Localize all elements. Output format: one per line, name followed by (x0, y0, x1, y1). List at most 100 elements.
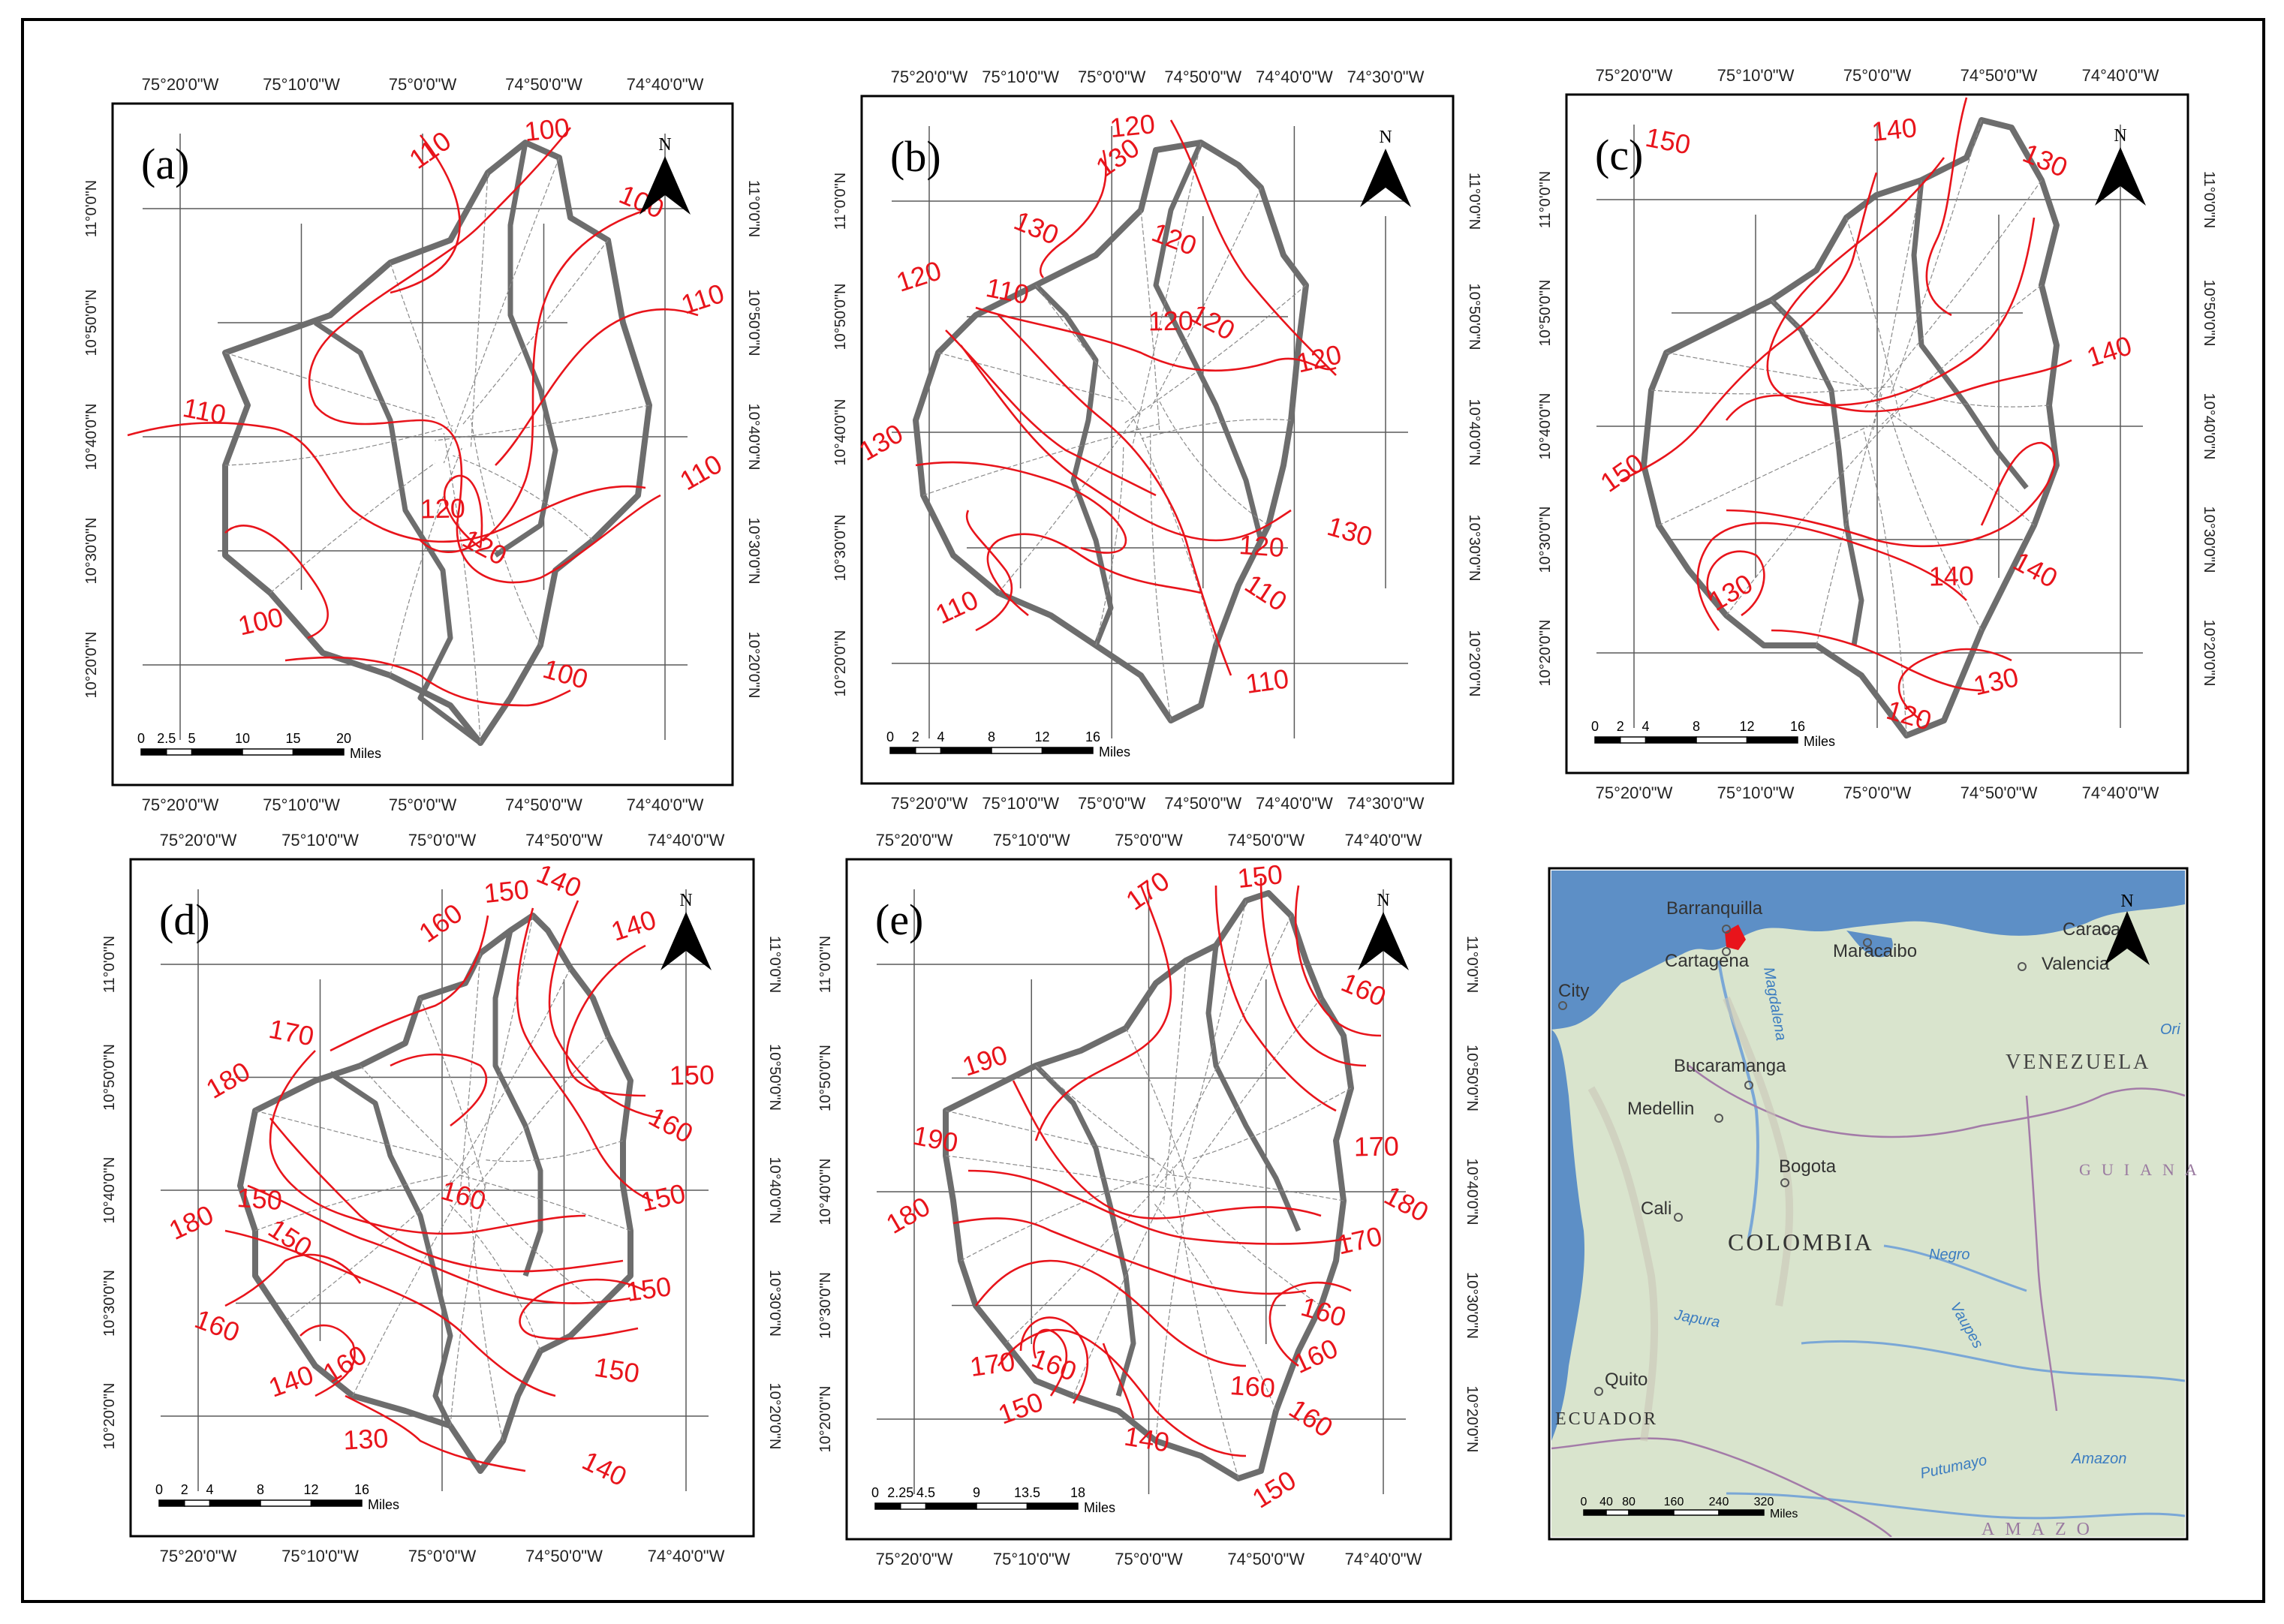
lat-label-right: 10°20'0"N (2201, 620, 2217, 687)
contour-label: 120 (420, 492, 465, 524)
contour-label: 150 (669, 1059, 715, 1090)
lon-label-bottom: 74°30'0"W (1347, 794, 1425, 813)
lat-label-left: 10°30'0"N (83, 518, 100, 585)
lat-label-left: 10°40'0"N (1537, 393, 1554, 460)
river-label: Negro (1929, 1247, 1970, 1263)
stream-line (352, 1197, 459, 1397)
sub-basin-divide (492, 930, 543, 1277)
lon-label-bottom: 75°10'0"W (993, 1550, 1070, 1568)
stream-line (1872, 179, 1922, 432)
scale-tick-label: 0 (155, 1482, 163, 1497)
lat-label-right: 10°30'0"N (1464, 1272, 1480, 1339)
contour-label: 120 (1109, 108, 1157, 143)
isoline (1019, 1316, 1089, 1404)
stream-line (1154, 915, 1292, 1182)
isoline (330, 915, 489, 1052)
city-label: Valencia (2042, 954, 2110, 974)
stream-line (254, 1174, 450, 1232)
contour-label: 120 (1148, 305, 1193, 336)
isoline (390, 1053, 488, 1127)
stream-line (224, 425, 453, 466)
city-marker (1780, 1178, 1789, 1187)
city-marker (1863, 938, 1872, 947)
north-arrow-icon: N (661, 891, 712, 970)
panel-label: (e) (875, 895, 923, 944)
lat-label-right: 10°20'0"N (745, 632, 762, 699)
stream-line (1846, 217, 1900, 417)
lon-label-top: 74°40'0"W (2082, 66, 2159, 85)
river-amazon (1726, 1492, 2185, 1520)
isoline (1169, 119, 1337, 376)
contour-label: 110 (1244, 663, 1291, 699)
isoline (519, 1278, 646, 1340)
lon-label-bottom: 75°0'0"W (1078, 794, 1146, 813)
river-negro (1883, 1244, 2027, 1292)
contour-label: 140 (1870, 112, 1918, 147)
city-label: Bucaramanga (1674, 1056, 1786, 1076)
scale-tick-label: 4 (1642, 719, 1649, 734)
scale-unit: Miles (368, 1497, 399, 1512)
isoline (1925, 97, 1968, 317)
scale-tick-label: 12 (303, 1482, 318, 1497)
scale-tick-label: 40 (1599, 1496, 1613, 1508)
lat-label-left: 10°20'0"N (83, 632, 100, 699)
sub-basin-divide (1205, 945, 1301, 1232)
stream-line (922, 423, 1160, 496)
city-label: Cali (1641, 1198, 1672, 1219)
isoline (299, 1324, 356, 1397)
lon-label-top: 74°30'0"W (1347, 68, 1425, 86)
stream-line (284, 1159, 477, 1322)
contour-label: 170 (1353, 1130, 1399, 1162)
stream-line (937, 352, 1124, 402)
scale-tick-label: 16 (1790, 719, 1805, 734)
north-arrow-icon: N (639, 135, 691, 215)
contour-label: 150 (236, 1182, 283, 1216)
stream-line (1150, 187, 1262, 409)
lat-label-right: 11°0'0"N (1464, 936, 1480, 993)
lat-label-left: 10°40'0"N (832, 399, 849, 466)
lon-label-top: 74°50'0"W (505, 75, 582, 94)
lat-label-right: 11°0'0"N (1466, 173, 1482, 230)
lat-label-right: 10°50'0"N (1464, 1045, 1480, 1111)
lat-label-right: 10°20'0"N (1464, 1386, 1480, 1453)
stream-line (1816, 394, 1882, 646)
lat-label-left: 11°0'0"N (832, 173, 849, 230)
pacific-ocean (1551, 1030, 1584, 1441)
north-arrow-icon: N (2105, 892, 2150, 965)
panel-label: (a) (141, 140, 189, 188)
stream-line (470, 417, 541, 646)
andes-ridge-east (1723, 997, 1794, 1307)
north-label: N (2114, 126, 2126, 146)
scale-tick-label: 2.5 (157, 731, 176, 746)
contour-label: 150 (1236, 859, 1284, 894)
lon-label-top: 75°10'0"W (263, 75, 340, 94)
stream-line (435, 404, 650, 441)
isoline (1295, 885, 1382, 1037)
contour-label: 140 (1928, 560, 1974, 591)
lat-label-right: 11°0'0"N (2201, 171, 2217, 228)
lon-label-bottom: 75°20'0"W (160, 1547, 237, 1565)
isoline (548, 900, 661, 1120)
lon-label-top: 75°20'0"W (1596, 66, 1673, 85)
scale-segment (1605, 1509, 1629, 1516)
lon-label-top: 75°0'0"W (1115, 831, 1183, 850)
lon-label-bottom: 74°40'0"W (627, 795, 704, 814)
caribbean-sea (1551, 871, 2185, 1030)
stream-line (1005, 1159, 1182, 1344)
stream-line (470, 172, 489, 449)
isoline (1620, 172, 1878, 482)
scale-tick-label: 12 (1739, 719, 1754, 734)
lat-label-left: 10°50'0"N (817, 1045, 834, 1111)
lat-label-left: 11°0'0"N (817, 936, 834, 993)
scale-tick-label: 8 (257, 1482, 264, 1497)
city-marker (2102, 925, 2111, 934)
lat-label-right: 11°0'0"N (745, 180, 762, 237)
lat-label-right: 10°40'0"N (1466, 399, 1482, 466)
contour-label: 130 (342, 1422, 389, 1455)
scale-segment (1628, 1509, 1675, 1516)
city-label: Quito (1605, 1370, 1648, 1390)
scale-tick-label: 4.5 (916, 1485, 935, 1500)
stream-line (1881, 284, 2042, 425)
